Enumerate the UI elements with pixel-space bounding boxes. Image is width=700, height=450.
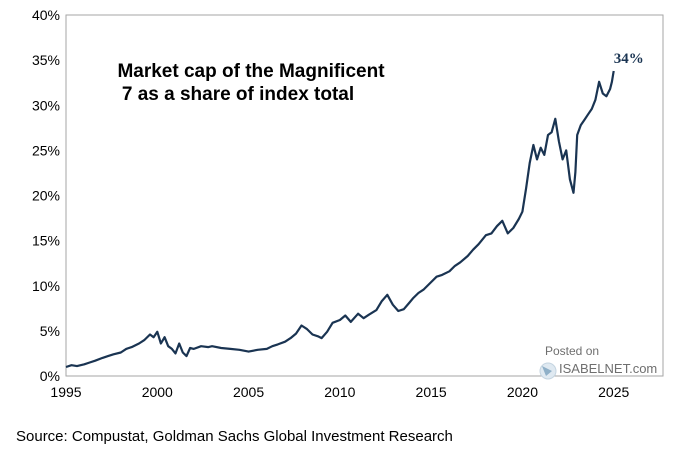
y-tick-label: 35% <box>32 52 60 68</box>
x-tick-label: 2015 <box>416 384 447 400</box>
watermark-posted-on: Posted on <box>545 344 599 358</box>
x-tick-label: 2020 <box>507 384 538 400</box>
series-line-mag7-share <box>65 70 615 369</box>
chart-title-line-1: Market cap of the Magnificent <box>117 61 385 82</box>
x-tick-label: 2005 <box>233 384 264 400</box>
plot-frame <box>65 14 664 377</box>
y-tick-label: 40% <box>32 7 60 23</box>
y-axis-ticks: 0% 5% 10% 15% 20% 25% 30% 35% 40% <box>32 7 60 384</box>
watermark-logo-icon <box>539 362 557 380</box>
x-tick-label: 2010 <box>324 384 355 400</box>
watermark-site: ISABELNET.com <box>559 361 657 376</box>
chart: 0% 5% 10% 15% 20% 25% 30% 35% 40% 1995 2000 2005 20… <box>32 7 664 400</box>
chart-title-line-2: 7 as a share of index total <box>122 84 354 105</box>
y-tick-label: 0% <box>40 368 60 384</box>
y-tick-label: 20% <box>32 188 60 204</box>
end-value-label: 34% <box>614 51 644 67</box>
x-tick-label: 2000 <box>142 384 173 400</box>
y-tick-label: 30% <box>32 97 60 113</box>
x-tick-label: 1995 <box>50 384 81 400</box>
source-note: Source: Compustat, Goldman Sachs Global … <box>16 428 453 445</box>
y-tick-label: 25% <box>32 142 60 158</box>
y-tick-label: 5% <box>40 323 60 339</box>
x-tick-label: 2025 <box>598 384 629 400</box>
y-tick-label: 15% <box>32 233 60 249</box>
x-axis-ticks: 1995 2000 2005 2010 2015 2020 2025 <box>50 384 629 400</box>
watermark: Posted on ISABELNET.com <box>539 344 657 380</box>
y-tick-label: 10% <box>32 278 60 294</box>
